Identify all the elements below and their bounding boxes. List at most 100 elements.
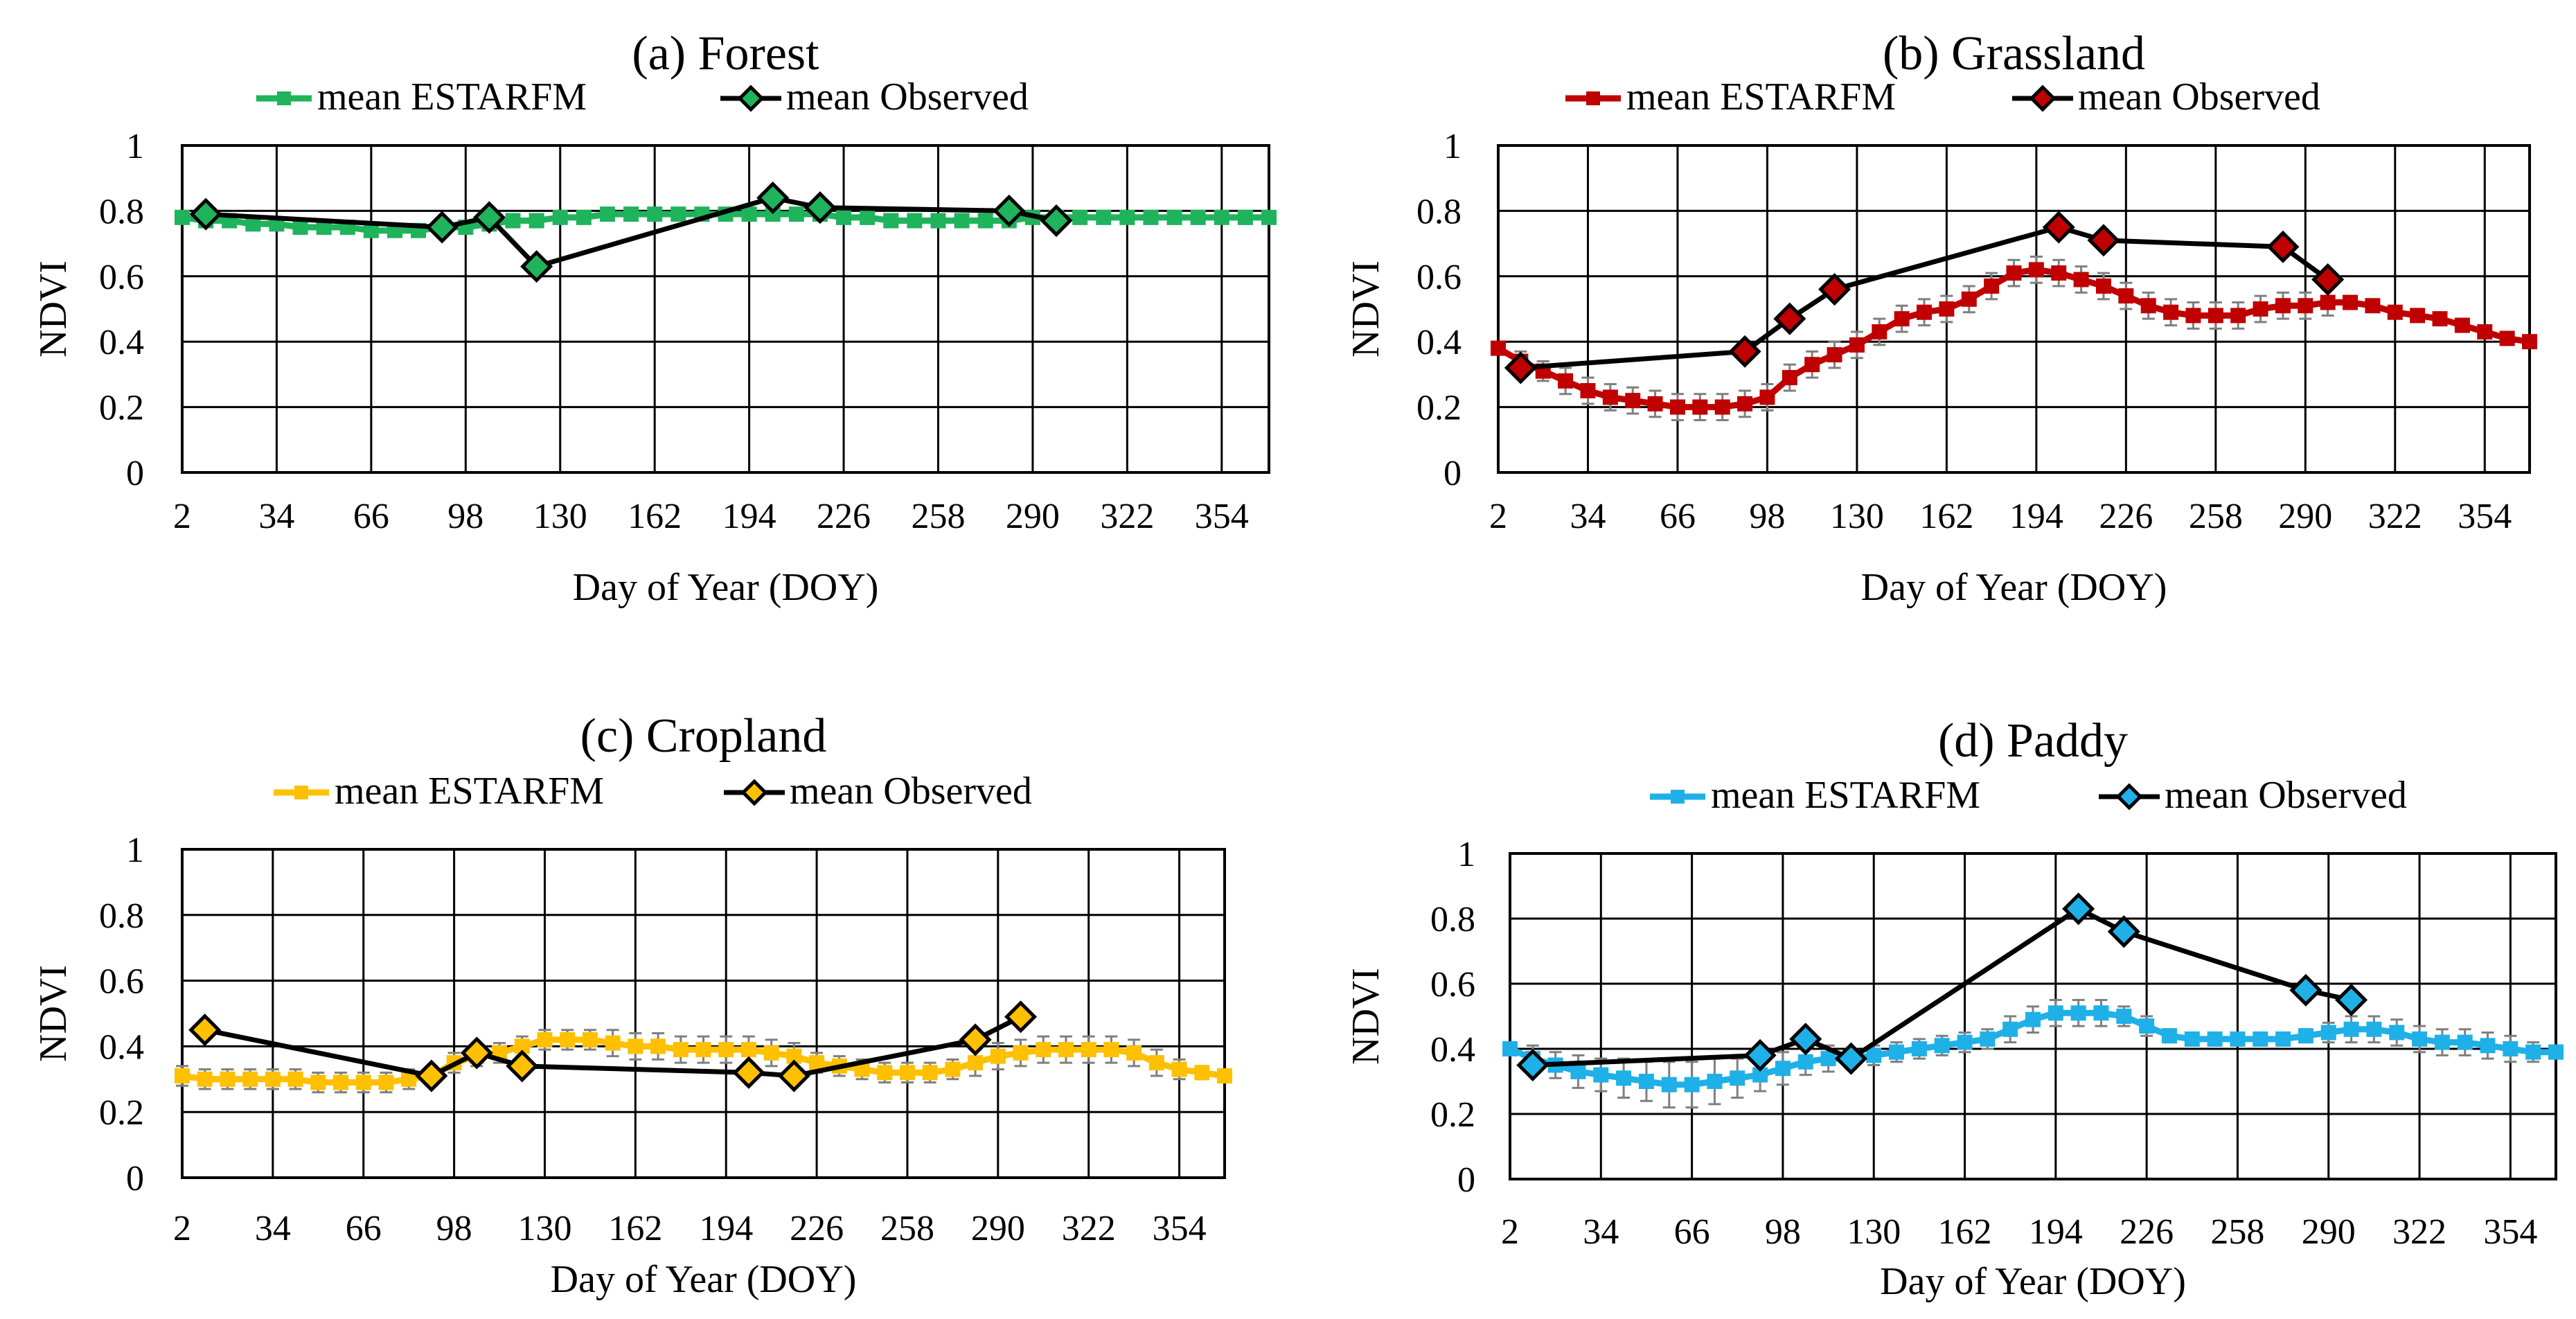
data-point-estarfm — [310, 1074, 326, 1090]
data-point-estarfm — [930, 213, 946, 229]
y-tick-label: 0.4 — [1416, 323, 1462, 362]
data-point-estarfm — [1570, 1063, 1586, 1079]
y-tick-label: 0.8 — [1430, 900, 1475, 939]
x-axis-title: Day of Year (DOY) — [573, 566, 879, 609]
data-point-estarfm — [2365, 298, 2381, 314]
data-point-estarfm — [2432, 311, 2448, 327]
legend-marker-observed — [737, 85, 765, 112]
data-point-estarfm — [860, 209, 876, 225]
data-point-estarfm — [537, 1032, 553, 1047]
data-point-estarfm — [2410, 308, 2426, 324]
y-tick-label: 0.6 — [1416, 258, 1462, 297]
data-point-observed — [2311, 263, 2345, 296]
legend: mean ESTARFM mean Observed — [256, 76, 1029, 118]
data-point-estarfm — [718, 1042, 734, 1058]
x-tick-label: 226 — [817, 497, 871, 536]
data-point-estarfm — [1593, 1067, 1609, 1083]
data-point-estarfm — [809, 1055, 825, 1071]
data-point-estarfm — [605, 1035, 621, 1051]
data-point-observed — [1516, 1048, 1549, 1082]
x-tick-label: 66 — [1674, 1212, 1710, 1252]
data-point-observed — [732, 1056, 765, 1089]
data-point-estarfm — [1917, 304, 1933, 320]
y-tick-label: 0.8 — [99, 192, 144, 231]
y-tick-label: 1 — [126, 127, 144, 166]
x-axis-title: Day of Year (DOY) — [1861, 566, 2167, 609]
data-point-estarfm — [1737, 396, 1753, 411]
y-tick-label: 0.2 — [1430, 1095, 1475, 1135]
data-point-estarfm — [1934, 1038, 1950, 1054]
y-tick-label: 0.4 — [99, 1027, 144, 1067]
data-point-observed — [2107, 915, 2140, 948]
data-point-estarfm — [265, 1071, 281, 1087]
data-point-estarfm — [2116, 1009, 2132, 1024]
x-tick-label: 354 — [2483, 1212, 2537, 1252]
data-point-estarfm — [316, 220, 332, 235]
x-tick-label: 130 — [1830, 497, 1884, 536]
data-point-estarfm — [1126, 1045, 1142, 1061]
data-point-estarfm — [786, 1048, 802, 1064]
gridlines — [181, 848, 1225, 1179]
x-tick-label: 322 — [1062, 1209, 1116, 1248]
data-point-observed — [1728, 335, 1761, 368]
data-point-estarfm — [2320, 294, 2336, 310]
data-point-estarfm — [1752, 1067, 1768, 1083]
data-point-estarfm — [968, 1055, 984, 1071]
series-observed — [189, 181, 1073, 283]
data-point-estarfm — [2230, 308, 2246, 324]
data-point-estarfm — [1775, 1061, 1791, 1077]
data-point-observed — [506, 1050, 539, 1083]
data-point-estarfm — [1036, 1042, 1051, 1058]
data-point-estarfm — [650, 1038, 666, 1054]
data-point-estarfm — [576, 209, 592, 225]
data-point-observed — [2087, 224, 2120, 257]
y-tick-label: 1 — [1457, 835, 1475, 874]
data-point-estarfm — [2006, 265, 2022, 281]
data-point-estarfm — [1849, 337, 1865, 353]
data-point-estarfm — [1148, 1055, 1164, 1071]
data-point-observed — [520, 250, 553, 283]
x-tick-label: 66 — [346, 1209, 382, 1248]
data-point-estarfm — [2389, 1025, 2405, 1041]
data-point-estarfm — [2140, 298, 2156, 314]
data-point-estarfm — [1616, 1070, 1632, 1086]
series-estarfm — [175, 1029, 1232, 1094]
y-tick-label: 1 — [126, 831, 144, 870]
x-tick-label: 98 — [447, 497, 483, 536]
x-tick-label: 290 — [2278, 497, 2332, 536]
data-point-estarfm — [560, 1032, 576, 1047]
data-point-estarfm — [1692, 399, 1708, 415]
data-point-estarfm — [175, 1068, 190, 1084]
data-point-observed — [959, 1023, 992, 1056]
data-point-estarfm — [1558, 373, 1574, 389]
data-point-estarfm — [1058, 1042, 1074, 1058]
chart-panel-4: (d) Paddy mean ESTARFM mean Observed 0 0.2 0.… — [1344, 714, 2564, 1303]
data-point-estarfm — [2275, 298, 2291, 314]
x-tick-label: 194 — [722, 497, 776, 536]
y-axis-title: NDVI — [32, 965, 75, 1062]
data-point-estarfm — [1072, 209, 1088, 225]
data-point-estarfm — [1939, 301, 1955, 317]
x-tick-label: 354 — [1195, 497, 1249, 536]
data-point-estarfm — [1638, 1074, 1654, 1089]
x-tick-label: 162 — [1919, 497, 1973, 536]
data-point-estarfm — [2477, 324, 2493, 340]
data-point-estarfm — [292, 220, 308, 235]
data-point-estarfm — [922, 1065, 938, 1081]
data-point-observed — [1743, 1038, 1777, 1072]
data-point-estarfm — [741, 206, 757, 222]
data-point-observed — [188, 1013, 222, 1047]
data-point-estarfm — [1707, 1074, 1723, 1089]
data-point-estarfm — [1820, 1051, 1836, 1067]
data-point-estarfm — [836, 209, 852, 225]
data-point-estarfm — [2412, 1031, 2428, 1047]
data-point-estarfm — [2161, 1028, 2177, 1044]
data-point-estarfm — [1194, 1065, 1210, 1081]
legend-marker-observed — [2029, 85, 2057, 112]
data-point-estarfm — [2366, 1021, 2382, 1037]
data-point-estarfm — [2454, 317, 2470, 333]
x-axis-title: Day of Year (DOY) — [1880, 1260, 2186, 1303]
data-point-estarfm — [1872, 324, 1887, 340]
